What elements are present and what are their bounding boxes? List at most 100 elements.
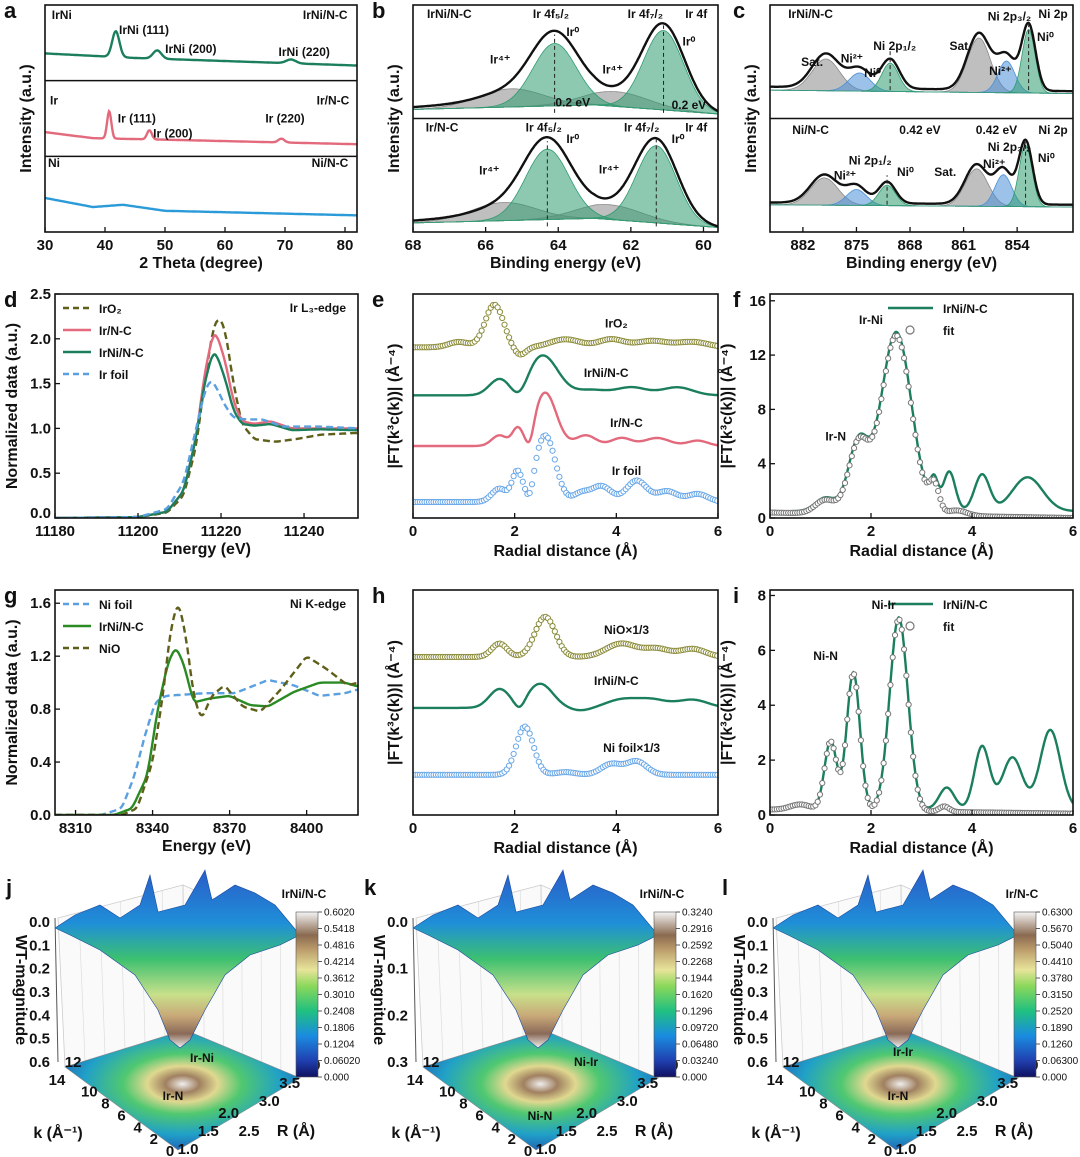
panel-c: 882 875 868 861 854 Binding energy (eV) Intens… [743, 4, 1074, 272]
annotation: Ni-Ir [872, 598, 896, 612]
data-point [912, 431, 919, 438]
r-tick-label: 3.0 [977, 1093, 998, 1110]
annotation: Ni⁰ [897, 165, 914, 179]
colorbar-tick-label: 0.1204 [324, 1040, 355, 1051]
colorbar-tick-label: 0.000 [324, 1073, 349, 1084]
legend-item: fit [905, 620, 954, 634]
y-tick-label: 4 [758, 697, 767, 714]
x-tick-label: 6 [714, 820, 722, 837]
colorbar-tick-label: 0.6300 [1042, 908, 1073, 919]
legend-label: IrNi/N-C [99, 620, 144, 634]
y-axis-title: Normalized data (a.u.) [4, 619, 21, 785]
colorbar-tick-label: 0.2268 [682, 957, 713, 968]
data-point [850, 444, 858, 452]
data-point [816, 791, 824, 798]
y-tick-label: 0.0 [30, 807, 51, 824]
data-point [505, 484, 513, 491]
series-ir-n-c-envelope [413, 136, 718, 228]
data-point [496, 308, 504, 316]
z-axis [772, 917, 777, 1063]
data-point [517, 471, 524, 478]
series-group [45, 29, 357, 217]
panel-letter: k [364, 875, 377, 900]
colorbar-tick-label: 0.5418 [324, 924, 355, 935]
series-group [413, 22, 718, 228]
data-point [533, 454, 540, 462]
colorbar [1013, 911, 1037, 1078]
k-tick-label: 4 [852, 1119, 861, 1136]
data-point [848, 453, 855, 460]
wt-contour-floor [782, 1029, 1019, 1151]
x-tick-label: 6 [714, 523, 722, 540]
z-tick-label: 0.1 [29, 937, 50, 954]
annotation: Ni [48, 156, 60, 170]
k-tick-label: 10 [799, 1084, 816, 1101]
x-tick-label: 8310 [59, 820, 92, 837]
panel-letter: b [372, 0, 385, 23]
panel-letter: a [4, 0, 17, 23]
series-group [770, 330, 1073, 518]
data-point [558, 480, 565, 487]
annotation: Ni²⁺ [989, 64, 1011, 78]
colorbar-tick-label: 0.2408 [324, 1007, 355, 1018]
data-point [528, 636, 536, 643]
annotation: Ir 4f₅/₂ [526, 121, 562, 135]
colorbar-tick-label: 0.000 [1042, 1073, 1067, 1084]
x-tick-label: 875 [844, 237, 869, 254]
plot-frame [54, 293, 359, 519]
data-point [526, 641, 533, 648]
data-point [839, 486, 846, 494]
data-point [864, 794, 871, 801]
z-tick-label: 0.3 [747, 984, 768, 1001]
x-tick-label: 854 [1005, 237, 1031, 254]
data-point [837, 769, 844, 776]
x-tick-label: 8400 [290, 820, 323, 837]
legend-item: Ir/N-C [63, 324, 132, 338]
y-tick-label: 8 [758, 401, 766, 418]
peak-label: Ir-N [888, 1089, 909, 1103]
z-axis [412, 917, 417, 1063]
series-iro- [413, 301, 718, 358]
x-axis-title: Radial distance (Å) [493, 541, 637, 560]
z-tick-label: 0.3 [387, 1054, 408, 1071]
data-point [885, 710, 892, 717]
panel-i: 0 2 4 6 0 2 4 6 8 Radial distance (Å) |FT(k³c(k))|… [717, 587, 1077, 857]
z-tick-label: 0.3 [29, 984, 50, 1001]
r-tick-label: 1.5 [556, 1123, 577, 1140]
k-tick-label: 0 [166, 1143, 174, 1157]
y-axis-title: |FT(k³c(k))| (Å⁻⁴) [384, 640, 403, 765]
data-point [841, 742, 849, 749]
annotation: 0.2 eV [555, 96, 590, 110]
data-point [898, 344, 905, 351]
r-tick-label: 3.5 [997, 1075, 1018, 1092]
annotation: IrNi/N-C [303, 8, 348, 22]
data-point [871, 428, 878, 435]
x-tick-label: 68 [405, 237, 422, 254]
k-tick-label: 8 [101, 1096, 109, 1113]
legend-label: IrNi/N-C [943, 598, 988, 612]
k-axis-title: k (Å⁻¹) [33, 1123, 82, 1142]
z-tick-label: 0.0 [747, 914, 768, 931]
k-tick-label: 4 [492, 1119, 501, 1136]
series-irni-ni0 [770, 29, 1073, 94]
wt-surface [412, 869, 659, 1049]
data-point [512, 743, 520, 750]
wt-surface [772, 869, 1019, 1049]
r-tick-label: 3.5 [637, 1075, 658, 1092]
series-group [413, 301, 718, 506]
data-point [907, 399, 914, 406]
data-point [837, 491, 844, 499]
series-irni-n-c [770, 330, 1073, 513]
series-fit [770, 332, 1073, 518]
k-tick-label: 2 [868, 1131, 876, 1148]
peak-label: Ir-Ir [893, 1045, 913, 1059]
x-tick-label: 11220 [201, 523, 242, 540]
annotation: Ir 4f [685, 7, 708, 21]
legend-item: IrNi/N-C [63, 346, 144, 360]
panel-letter: f [733, 287, 741, 312]
data-point [903, 368, 910, 375]
y-tick-label: 0.5 [30, 465, 51, 482]
colorbar-tick-label: 0.000 [682, 1073, 707, 1084]
legend-item: Ni foil [63, 598, 132, 612]
plot-frame [54, 589, 359, 816]
